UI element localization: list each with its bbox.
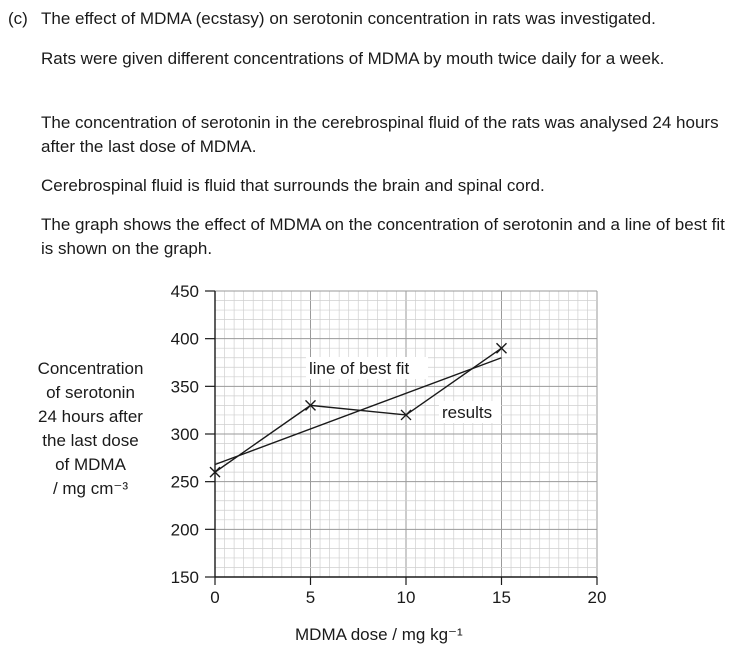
y-axis-label-line: Concentration	[37, 359, 144, 378]
x-tick-label: 5	[306, 588, 315, 607]
y-axis-label-line: of MDMA	[55, 455, 126, 474]
y-tick-label: 250	[171, 473, 199, 492]
y-axis-label-line: / mg cm⁻³	[52, 479, 129, 498]
y-axis-label-line: 24 hours after	[38, 407, 143, 426]
results-annotation: results	[442, 403, 492, 422]
y-tick-label: 450	[171, 282, 199, 301]
results-line	[214, 347, 502, 473]
y-axis-label-line: the last dose	[42, 431, 139, 450]
results-annotation-bg	[439, 401, 501, 423]
paragraph-analysis: The concentration of serotonin in the ce…	[41, 113, 719, 156]
y-axis-label: Concentration of serotonin 24 hours afte…	[18, 357, 163, 501]
paragraph-dosing: Rats were given different concentrations…	[41, 49, 665, 68]
question-intro: The effect of MDMA (ecstasy) on serotoni…	[41, 9, 656, 28]
y-tick-label: 400	[171, 330, 199, 349]
best-fit-annotation-bg	[306, 357, 428, 379]
y-tick-label: 300	[171, 425, 199, 444]
y-tick-label: 350	[171, 377, 199, 396]
y-tick-label: 150	[171, 568, 199, 587]
x-tick-label: 15	[492, 588, 511, 607]
x-tick-label: 10	[397, 588, 416, 607]
data-point-marker	[496, 342, 507, 354]
paragraph-csf: Cerebrospinal fluid is fluid that surrou…	[41, 176, 545, 195]
data-point-marker	[209, 466, 221, 478]
best-fit-annotation: line of best fit	[309, 359, 409, 378]
y-axis-label-line: of serotonin	[46, 383, 135, 402]
x-tick-label: 20	[588, 588, 607, 607]
question-label: (c)	[8, 9, 28, 28]
best-fit-line	[214, 357, 502, 466]
y-tick-label: 200	[171, 520, 199, 539]
x-axis-label: MDMA dose / mg kg⁻¹	[295, 625, 463, 644]
grid	[214, 290, 598, 578]
x-tick-label: 0	[210, 588, 219, 607]
data-point-marker	[305, 399, 316, 411]
paragraph-graph: The graph shows the effect of MDMA on th…	[41, 215, 725, 258]
data-point-marker	[400, 409, 412, 421]
